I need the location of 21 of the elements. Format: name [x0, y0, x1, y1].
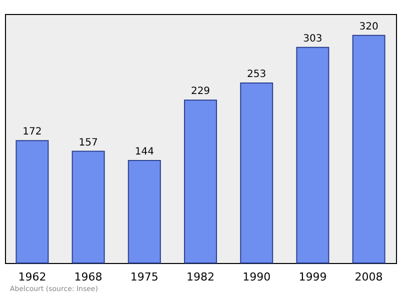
data-label: 157 [78, 137, 98, 148]
x-tick-label: 1962 [18, 270, 46, 284]
bar [16, 140, 49, 264]
x-tick-label: 1999 [298, 270, 327, 284]
data-label: 172 [22, 126, 42, 138]
bar [72, 150, 105, 264]
data-label: 320 [359, 21, 378, 32]
x-tick-label: 1968 [74, 270, 102, 284]
bar [352, 34, 386, 264]
bar [128, 160, 161, 264]
data-label: 253 [247, 69, 266, 80]
data-label: 144 [134, 146, 154, 158]
bar [240, 82, 274, 264]
data-label: 303 [303, 33, 322, 44]
data-label: 229 [190, 86, 210, 98]
x-tick-label: 1975 [130, 270, 158, 284]
bar [296, 46, 330, 264]
bar [184, 100, 217, 264]
x-tick-label: 2008 [354, 270, 383, 284]
x-tick-label: 1982 [186, 270, 214, 284]
x-tick-label: 1990 [242, 270, 271, 284]
